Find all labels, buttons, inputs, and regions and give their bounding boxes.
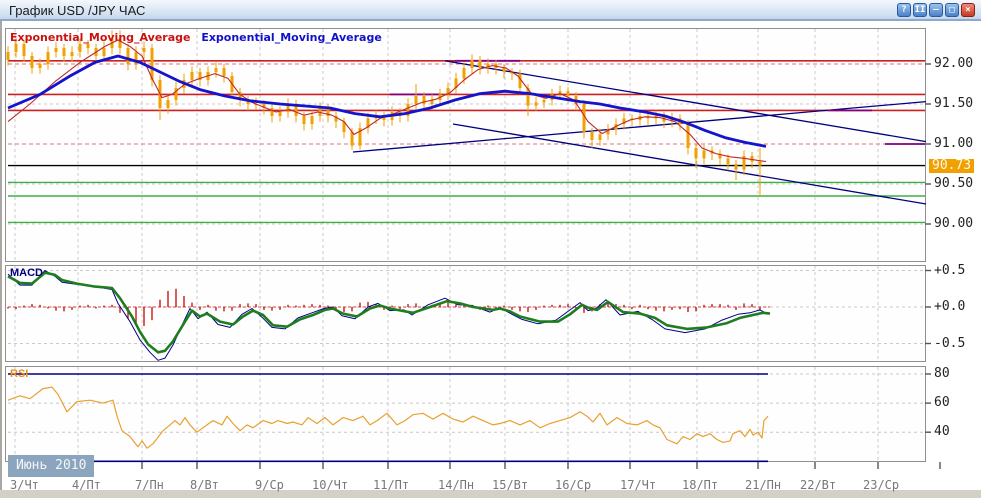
time-axis-label: 16/Ср [555,478,592,492]
macd-label: MACD [10,267,43,279]
price-axis-label: 92.00 [934,56,974,71]
time-axis-label: 9/Ср [255,478,284,492]
title-bar[interactable]: График USD /JPY ЧАС ? II – □ × [0,0,981,21]
macd-axis-label: +0.5 [934,262,966,278]
time-axis-label: 8/Вт [190,478,219,492]
month-label: Июнь 2010 [8,455,95,477]
macd-axis-label: +0.0 [934,299,966,314]
time-axis-label: 7/Пн [135,478,164,492]
macd-panel[interactable] [5,265,926,362]
time-axis-label: 21/Пн [745,478,782,492]
rsi-axis-label: 40 [934,424,950,440]
rsi-axis-label: 80 [934,366,950,381]
current-price-badge: 90.73 [929,159,975,173]
price-axis-label: 91.00 [934,136,974,151]
time-axis-label: 14/Пн [438,478,475,492]
time-axis-label: 22/Вт [800,478,837,492]
maximize-button[interactable]: □ [945,3,959,17]
time-axis-label: 4/Пт [72,478,101,492]
help-button[interactable]: ? [897,3,911,17]
time-axis-label: 18/Пт [682,478,719,492]
time-axis-label: 11/Пт [373,478,410,492]
time-axis-label: 15/Вт [492,478,529,492]
time-axis-label: 17/Чт [620,478,657,492]
price-axis-label: 91.50 [934,96,974,111]
time-axis-label: 23/Ср [863,478,900,492]
rsi-panel[interactable] [5,366,926,462]
window-left-frame [0,21,2,498]
minimize-button[interactable]: – [929,3,943,17]
legend-ema-blue: Exponential_Moving_Average [201,31,382,44]
window-bottom-frame [0,490,981,498]
rsi-axis-label: 60 [934,395,950,411]
window-title: График USD /JPY ЧАС [9,3,146,18]
close-button[interactable]: × [961,3,975,17]
window-buttons: ? II – □ × [897,3,975,17]
price-chart-panel[interactable] [5,28,926,262]
macd-axis-label: -0.5 [934,335,966,351]
rsi-label: RSI [10,368,29,380]
indicator-legend: Exponential_Moving_Average Exponential_M… [10,31,382,44]
price-axis-label: 90.50 [934,176,974,191]
time-axis-label: 10/Чт [312,478,349,492]
pause-button[interactable]: II [913,3,927,17]
price-axis-label: 90.00 [934,216,974,231]
legend-ema-red: Exponential_Moving_Average [10,31,191,44]
time-axis-label: 3/Чт [10,478,39,492]
